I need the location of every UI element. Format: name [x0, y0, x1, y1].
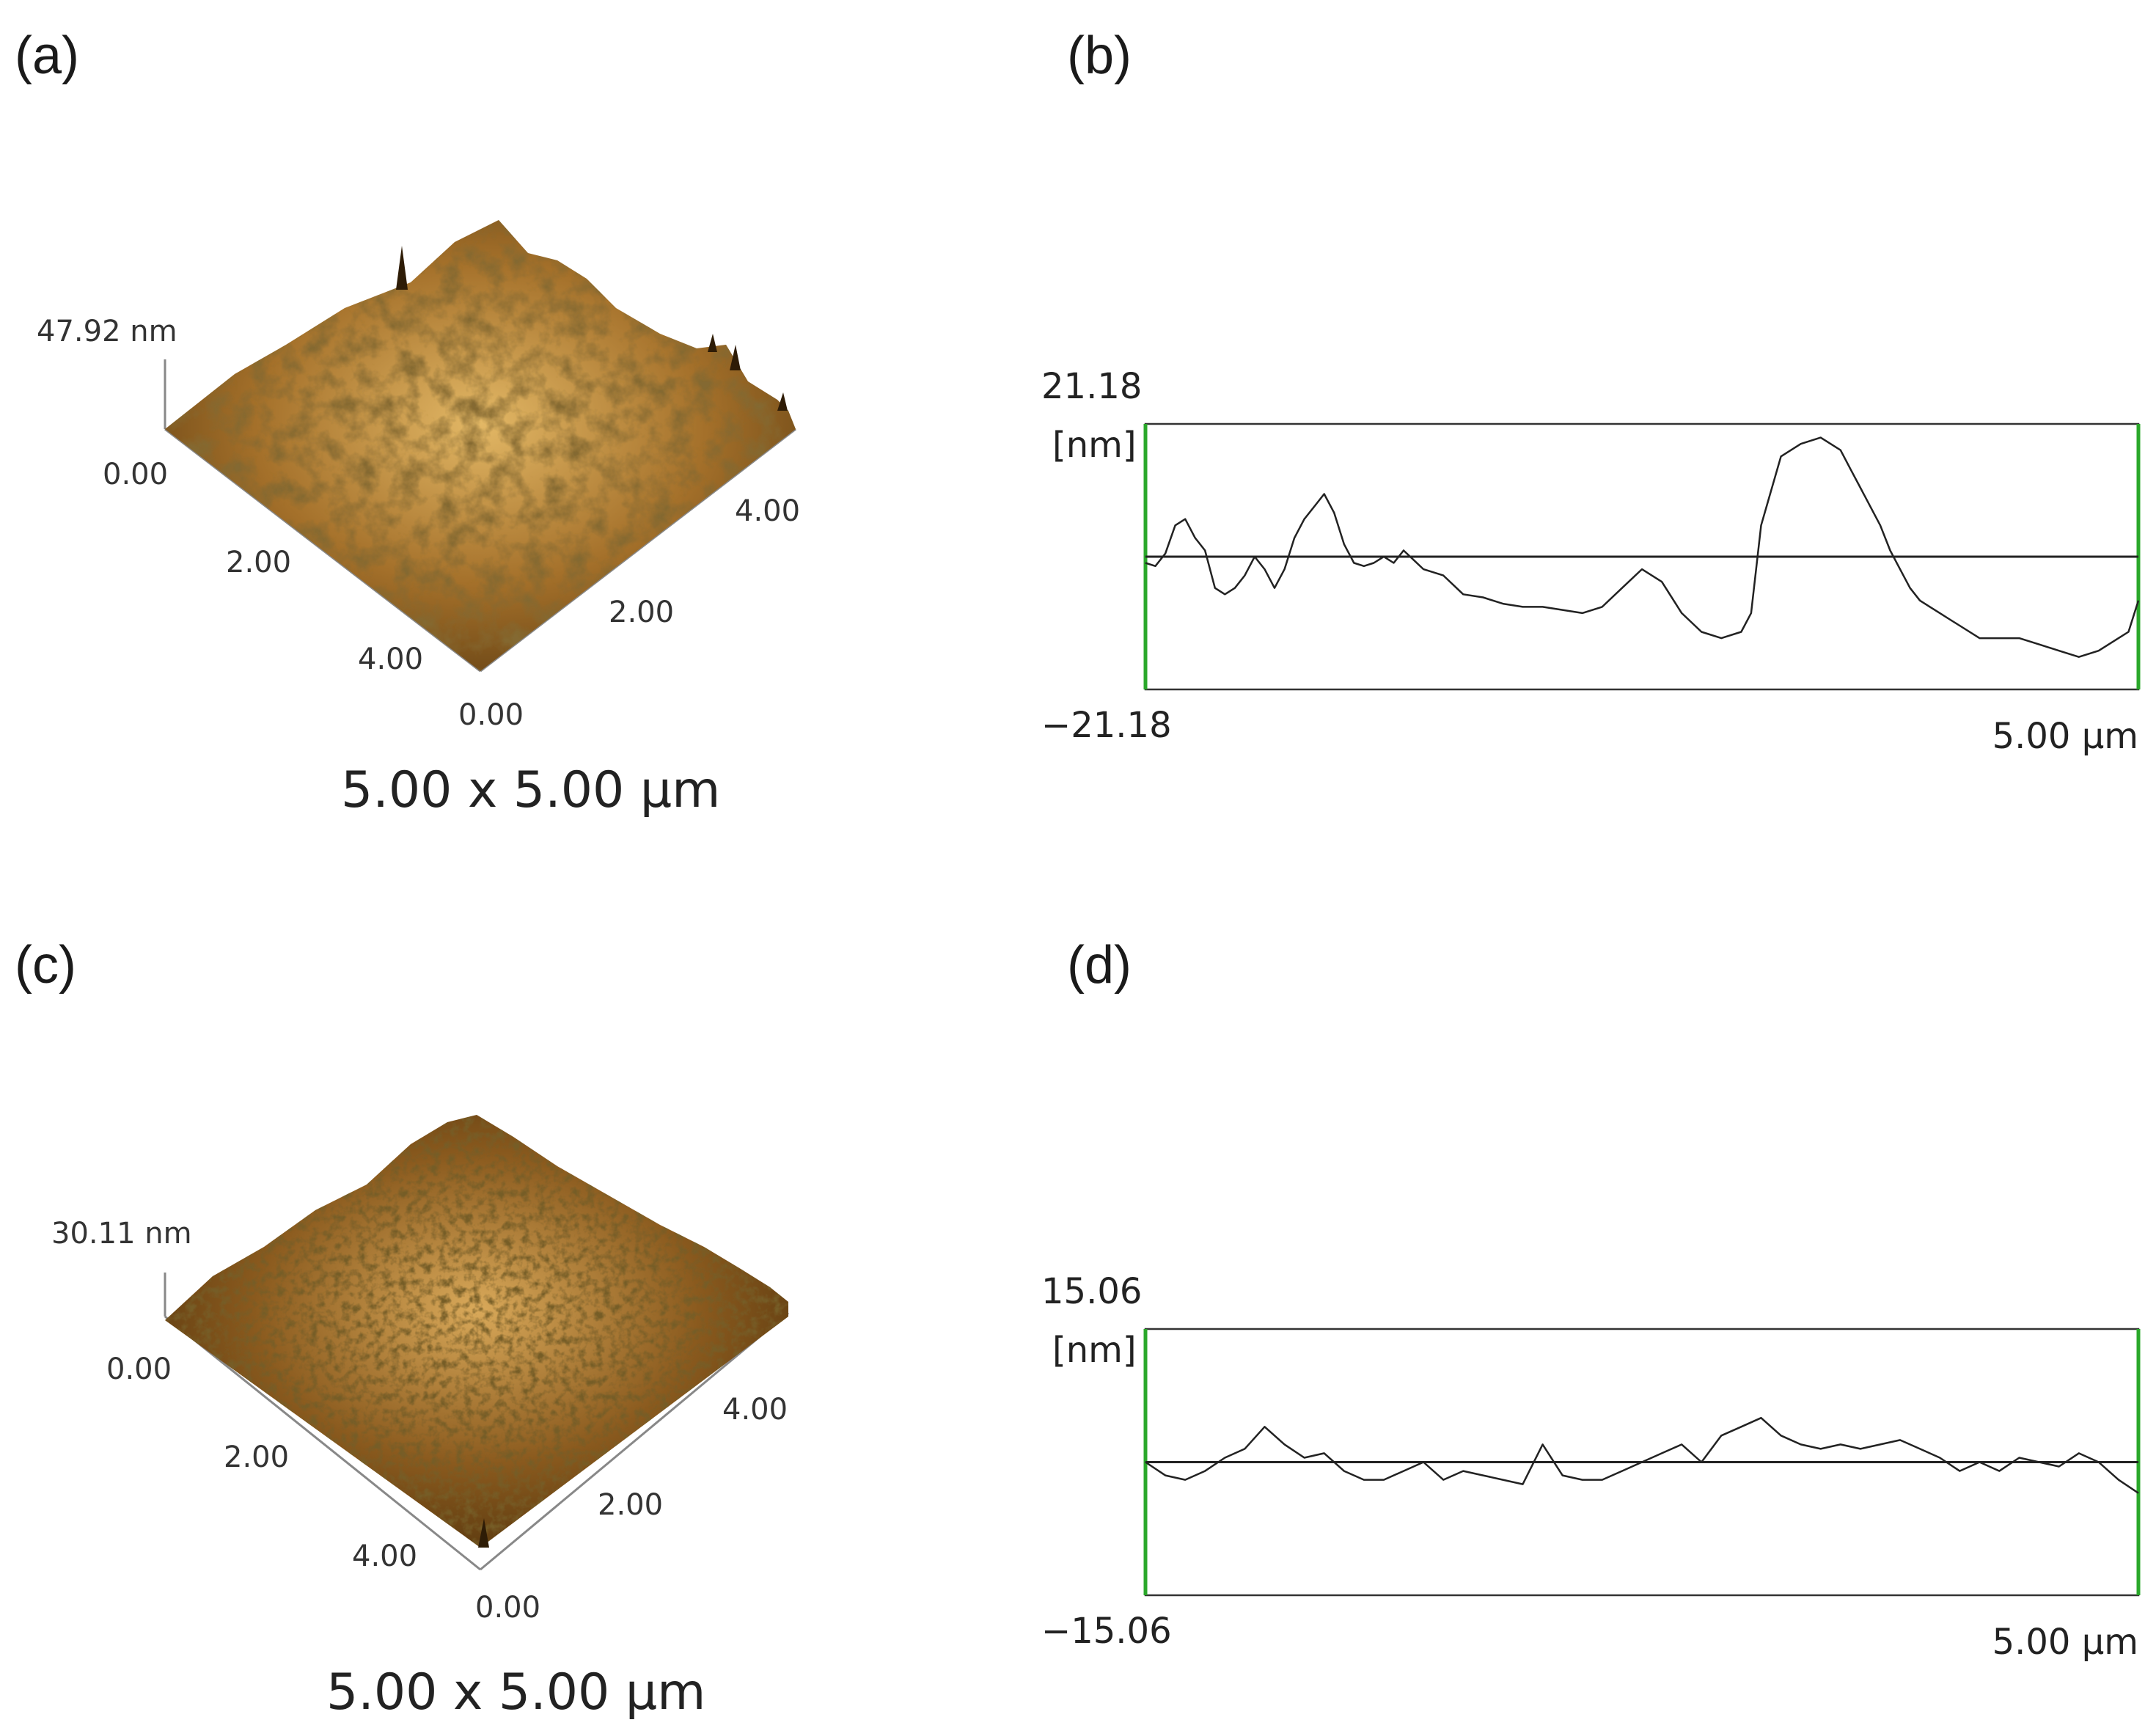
- afm-axis-y: [480, 1311, 789, 1571]
- y-min-label: −21.18: [1041, 705, 1172, 746]
- tick-axis2-2: 2.00: [609, 596, 674, 629]
- y-max-label: 21.18: [1041, 366, 1142, 407]
- panel-b: (b) 21.18 [nm] −21.18 5.00 μm: [1041, 26, 2141, 757]
- afm-axis-x: [164, 1315, 481, 1571]
- height-profile-d: 15.06 [nm] −15.06 5.00 μm: [1041, 1271, 2141, 1663]
- tick-axis2-4: 4.00: [722, 1393, 788, 1427]
- x-end-label: 5.00 μm: [1992, 1622, 2138, 1663]
- tick-axis1-2: 2.00: [224, 1440, 289, 1474]
- afm-surface-texture: [165, 1115, 788, 1548]
- profile-line: [1145, 1416, 2139, 1494]
- scan-size-label: 5.00 x 5.00 μm: [326, 1663, 705, 1721]
- afm-3d-surface-a: 47.92 nm 0.00 2.00 4.00 0.00 2.00 4.00 5…: [37, 220, 800, 819]
- tick-axis1-4: 4.00: [352, 1540, 417, 1573]
- tick-axis2-2: 2.00: [598, 1488, 663, 1522]
- afm-surface-texture: [165, 220, 796, 671]
- tick-axis1-4: 4.00: [358, 642, 423, 676]
- tick-0-left: 0.00: [106, 1352, 172, 1386]
- tick-0-left: 0.00: [103, 458, 168, 491]
- panel-c: (c) 30.11 nm 0.00 2.00 4.00 0.00 2.00 4.…: [15, 936, 789, 1721]
- height-profile-b: 21.18 [nm] −21.18 5.00 μm: [1041, 366, 2141, 757]
- tick-axis2-0: 0.00: [475, 1591, 540, 1625]
- z-max-label: 30.11 nm: [51, 1217, 192, 1251]
- panel-label-a: (a): [15, 26, 79, 85]
- tick-axis2-0: 0.00: [458, 698, 524, 732]
- tick-axis1-2: 2.00: [226, 546, 291, 579]
- scan-size-label: 5.00 x 5.00 μm: [341, 761, 720, 819]
- y-unit-label: [nm]: [1052, 425, 1137, 466]
- tick-axis2-4: 4.00: [735, 494, 800, 528]
- afm-3d-surface-c: 30.11 nm 0.00 2.00 4.00 0.00 2.00 4.00 5…: [51, 1115, 789, 1721]
- panel-label-b: (b): [1067, 26, 1132, 85]
- y-unit-label: [nm]: [1052, 1330, 1137, 1371]
- y-min-label: −15.06: [1041, 1611, 1172, 1652]
- panel-d: (d) 15.06 [nm] −15.06 5.00 μm: [1041, 936, 2141, 1663]
- x-end-label: 5.00 μm: [1992, 716, 2138, 757]
- panel-label-d: (d): [1067, 936, 1132, 995]
- z-max-label: 47.92 nm: [37, 315, 177, 348]
- profile-line: [1145, 436, 2140, 658]
- y-max-label: 15.06: [1041, 1271, 1142, 1312]
- panel-a: (a) 47.92 nm 0.00 2.00 4.00 0.00 2.00 4.…: [15, 26, 800, 819]
- afm-peaks: [478, 1518, 489, 1548]
- panel-label-c: (c): [15, 936, 76, 995]
